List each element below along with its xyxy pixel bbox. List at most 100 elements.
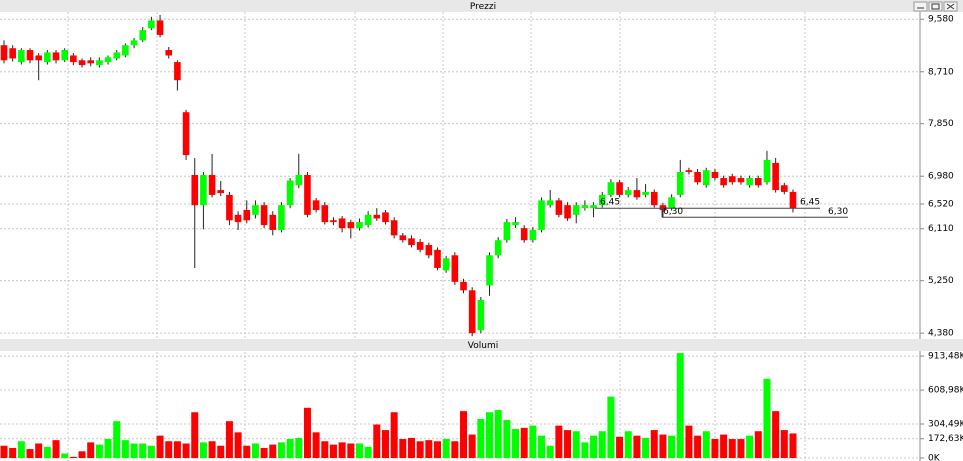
volume-bar — [173, 441, 181, 458]
candle-body — [598, 194, 606, 206]
volume-bar — [538, 435, 546, 458]
candle-body — [312, 200, 320, 211]
volume-bar — [147, 445, 155, 458]
volume-bar — [61, 453, 69, 458]
volume-bar — [286, 439, 294, 458]
volume-bar — [728, 439, 736, 458]
volume-bar — [468, 434, 476, 458]
volume-bar — [373, 424, 381, 458]
candle-body — [633, 190, 641, 198]
candle-body — [512, 222, 519, 226]
window-buttons[interactable] — [913, 1, 958, 12]
candle-body — [676, 171, 684, 195]
volume-bar — [329, 444, 337, 458]
volume-bar — [113, 421, 121, 458]
candle-body — [416, 242, 424, 250]
volume-bar — [251, 443, 259, 458]
volume-bar — [676, 353, 684, 458]
candle-body — [156, 20, 164, 35]
candle-body — [607, 182, 615, 195]
candle-body — [122, 45, 129, 56]
volume-bar — [260, 447, 268, 458]
volume-bar — [772, 411, 780, 458]
volume-bar — [26, 449, 34, 458]
volume-bar — [659, 434, 667, 458]
candle-body — [694, 171, 701, 183]
volume-bar — [581, 442, 589, 458]
candle-body — [503, 222, 511, 241]
y-tick-label: 6,110 — [928, 224, 954, 234]
volume-bar — [546, 445, 554, 458]
candle-body — [148, 20, 155, 29]
candle-body — [572, 205, 580, 215]
price-title: Prezzi — [470, 2, 496, 12]
volume-bar — [720, 434, 728, 458]
volume-bar — [217, 445, 225, 458]
candle-body — [113, 52, 121, 59]
maximize-button[interactable] — [928, 1, 943, 12]
candle-body — [382, 212, 389, 223]
volume-bar — [737, 439, 745, 458]
volume-bar — [650, 430, 658, 458]
y-tick-label: 913,48K — [928, 352, 963, 362]
y-tick-label: 0K — [928, 454, 941, 461]
y-tick-label: 304,49K — [928, 420, 963, 430]
volume-bar — [572, 431, 580, 458]
candle-body — [642, 191, 649, 195]
candle-body — [200, 175, 207, 206]
level-label: 6,45 — [800, 198, 820, 208]
candle-body — [269, 214, 277, 230]
volume-bar — [17, 441, 25, 458]
candle-body — [70, 55, 77, 63]
candle-body — [720, 178, 727, 186]
candle-body — [278, 205, 285, 230]
candle-body — [460, 281, 467, 291]
candle-body — [26, 50, 34, 61]
candle-body — [754, 178, 762, 186]
volume-bar — [780, 430, 788, 458]
candle-body — [538, 200, 545, 230]
candle-body — [546, 200, 554, 206]
candle-body — [304, 175, 311, 215]
volume-bar — [503, 420, 511, 458]
candle-body — [18, 50, 25, 63]
candle-body — [408, 238, 415, 246]
volume-bar — [702, 431, 710, 458]
candle-body — [520, 228, 528, 241]
volume-bar — [451, 441, 459, 458]
candle-body — [35, 55, 42, 61]
volume-bar — [694, 435, 702, 458]
candle-body — [425, 245, 433, 256]
volume-bar — [277, 442, 285, 458]
volume-bar — [43, 446, 51, 458]
volume-bar — [191, 412, 199, 458]
volume-bar — [494, 410, 502, 458]
candle-body — [356, 222, 363, 229]
volume-bar — [407, 437, 415, 458]
candle-body — [564, 205, 571, 219]
volume-bar — [512, 428, 520, 458]
candle-body — [330, 220, 337, 223]
minimize-button[interactable] — [913, 1, 928, 12]
volume-bar — [442, 439, 450, 458]
candle-body — [208, 175, 216, 195]
candle-body — [781, 185, 788, 192]
candle-body — [737, 178, 745, 183]
volume-bar — [668, 435, 676, 458]
volume-bar — [139, 443, 147, 458]
volume-bar — [746, 435, 754, 458]
volume-bar — [789, 433, 797, 458]
candle-body — [96, 60, 103, 66]
candle-body — [763, 159, 771, 183]
volume-bar — [9, 447, 17, 458]
volume-bar — [269, 444, 277, 458]
candle-body — [728, 176, 736, 183]
candle-body — [702, 170, 710, 186]
candle-body — [581, 205, 589, 209]
candle-body — [486, 255, 493, 286]
candle-body — [286, 180, 294, 206]
candle-body — [234, 214, 242, 223]
y-tick-label: 5,250 — [928, 276, 954, 286]
candle-body — [659, 205, 667, 211]
